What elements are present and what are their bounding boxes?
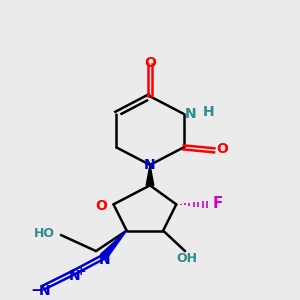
Text: N: N xyxy=(69,269,81,283)
Text: O: O xyxy=(144,56,156,70)
Text: N: N xyxy=(185,107,197,121)
Text: +: + xyxy=(75,265,86,278)
Text: HO: HO xyxy=(34,227,56,240)
Text: N: N xyxy=(144,158,156,172)
Text: N: N xyxy=(98,254,110,267)
Text: O: O xyxy=(217,142,228,156)
Text: OH: OH xyxy=(176,252,197,265)
Text: F: F xyxy=(213,196,223,211)
Text: H: H xyxy=(202,105,214,119)
Text: −: − xyxy=(31,283,44,298)
Polygon shape xyxy=(146,165,154,185)
Text: O: O xyxy=(95,199,107,213)
Text: N: N xyxy=(38,284,50,298)
Polygon shape xyxy=(100,231,127,260)
